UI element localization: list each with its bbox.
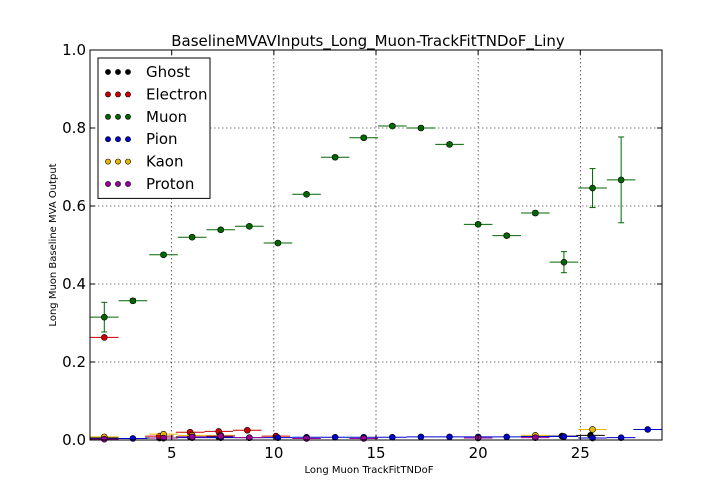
legend-label: Electron [146, 85, 208, 103]
data-point [503, 433, 511, 441]
legend-marker [115, 69, 121, 75]
legend-marker [105, 113, 111, 120]
data-point [129, 435, 137, 442]
legend-marker [125, 113, 131, 120]
data-point [503, 232, 511, 239]
data-point [589, 184, 596, 192]
legend-marker [115, 158, 121, 165]
legend-frame [97, 57, 211, 199]
x-tick-label: 15 [366, 444, 385, 462]
data-point [303, 435, 310, 442]
data-point [331, 433, 339, 441]
y-axis-label: Long Muon Baseline MVA Output [48, 163, 59, 326]
x-tick-label: 10 [264, 444, 283, 462]
legend-marker [125, 136, 131, 143]
data-point [101, 313, 108, 321]
legend-label: Kaon [146, 153, 183, 171]
x-tick-label: 5 [167, 444, 177, 462]
data-point [360, 134, 368, 142]
legend-marker [125, 91, 131, 98]
data-point [389, 433, 396, 441]
data-point [274, 239, 282, 247]
data-point [188, 433, 196, 441]
data-point [417, 124, 425, 132]
legend-marker [105, 181, 111, 187]
data-point [303, 191, 310, 198]
data-point [217, 226, 225, 234]
data-point [644, 426, 652, 433]
legend-marker [115, 136, 121, 143]
data-point [160, 251, 167, 259]
legend-marker [115, 91, 121, 98]
legend-marker [115, 113, 121, 120]
data-series-group [90, 122, 662, 443]
data-point [331, 153, 339, 161]
legend-marker [125, 181, 131, 187]
data-point [617, 434, 625, 441]
legend-label: Muon [146, 108, 187, 126]
data-point [101, 334, 108, 341]
legend-marker [125, 69, 131, 75]
legend-label: Ghost [146, 63, 190, 81]
data-point [474, 221, 482, 228]
data-point [532, 209, 539, 217]
data-point [389, 122, 396, 130]
series-muon [90, 122, 636, 333]
legend-label: Pion [146, 130, 178, 148]
legend-marker [125, 158, 131, 165]
legend-marker [105, 91, 111, 98]
y-tick-label: 0.0 [62, 431, 86, 449]
data-point [617, 176, 625, 184]
data-point [246, 434, 253, 441]
legend: Ghost Electron Muon Pion Kaon Proton [97, 57, 211, 199]
data-point [560, 258, 568, 266]
data-point [274, 434, 282, 441]
x-axis-label: Long Muon TrackFitTNDoF [304, 465, 433, 476]
data-point [217, 432, 225, 440]
data-point [188, 233, 196, 241]
data-point [589, 426, 596, 433]
data-point [446, 433, 453, 441]
chart-title: BaselineMVAVInputs_Long_Muon-TrackFitTND… [171, 32, 565, 51]
y-tick-label: 0.6 [62, 197, 86, 215]
y-tick-label: 0.8 [62, 119, 86, 137]
y-tick-label: 0.2 [62, 353, 86, 371]
legend-label: Proton [146, 175, 194, 193]
y-tick-label: 1.0 [62, 41, 86, 59]
legend-marker [105, 136, 111, 143]
data-point [532, 434, 539, 441]
data-point [360, 435, 368, 442]
legend-marker [105, 69, 111, 75]
data-point [129, 297, 137, 305]
data-point [446, 141, 453, 148]
x-tick-label: 25 [571, 444, 590, 462]
data-point [246, 222, 253, 230]
legend-marker [115, 181, 121, 187]
data-point [560, 433, 568, 440]
data-point [244, 426, 251, 434]
data-point [101, 435, 108, 443]
x-tick-label: 20 [469, 444, 488, 462]
axis-ticks: 5 10 15 20 25 0.0 0.2 0.4 0.6 0.8 1.0 [62, 41, 662, 462]
y-tick-label: 0.4 [62, 275, 86, 293]
data-point [417, 433, 425, 441]
legend-marker [105, 158, 111, 165]
